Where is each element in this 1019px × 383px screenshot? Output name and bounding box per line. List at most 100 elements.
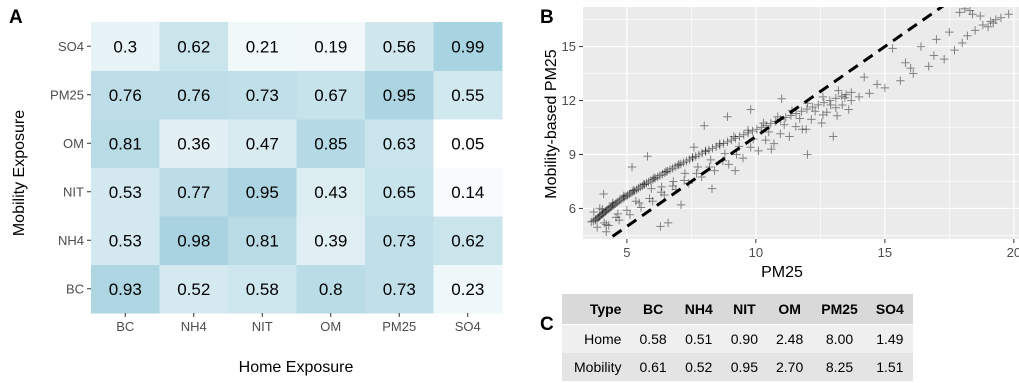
- heatmap-cell-label: 0.67: [314, 86, 347, 105]
- table-header-so4: SO4: [866, 294, 913, 325]
- scatter-point: [814, 100, 823, 110]
- heatmap-cell: [159, 70, 229, 120]
- scatter-point: [761, 135, 770, 145]
- scatter-point: [818, 92, 828, 102]
- table-header-bc: BC: [630, 294, 676, 325]
- table-cell: 8.00: [812, 324, 867, 353]
- scatter-point: [648, 175, 658, 184]
- scatter-point: [685, 155, 694, 164]
- heatmap-cell-label: 0.77: [177, 183, 210, 202]
- scatter-point: [600, 207, 610, 217]
- scatter-point: [591, 215, 600, 225]
- scatter-point: [689, 143, 699, 152]
- scatter-point: [847, 88, 856, 97]
- scatter-point: [950, 45, 959, 55]
- scatter-point: [660, 168, 669, 177]
- heatmap-cell: [365, 22, 434, 71]
- heatmap-cell-label: 0.47: [246, 134, 279, 153]
- table-header-type: Type: [562, 294, 631, 325]
- scatter-point: [888, 44, 897, 53]
- heatmap-cell-label: 0.73: [246, 86, 279, 105]
- scatter-point: [602, 206, 611, 215]
- scatter-point: [679, 158, 688, 167]
- scatter-point: [663, 218, 673, 228]
- heatmap-cell: [296, 216, 366, 265]
- heatmap-y-tick-label: NIT: [63, 184, 84, 199]
- scatter-point: [608, 201, 617, 210]
- scatter-point: [630, 186, 639, 196]
- scatter-point: [661, 167, 671, 176]
- heatmap-cell: [159, 119, 229, 168]
- scatter-point: [708, 144, 717, 153]
- scatter-point: [595, 204, 604, 213]
- scatter-point: [798, 125, 807, 134]
- scatter-point: [625, 189, 634, 199]
- scatter-point: [611, 199, 620, 208]
- scatter-point: [658, 169, 667, 179]
- scatter-point: [767, 144, 776, 154]
- table-cell: Mobility: [562, 353, 631, 381]
- scatter-point: [743, 128, 753, 138]
- heatmap-cell: [91, 119, 160, 168]
- heatmap-cell: [296, 70, 366, 120]
- scatter-point: [965, 7, 975, 15]
- scatter-point: [656, 222, 665, 231]
- scatter-point: [989, 18, 998, 28]
- scatter-point: [924, 62, 933, 71]
- scatter-point: [643, 152, 652, 161]
- heatmap-cell: [91, 70, 160, 120]
- scatter-point: [986, 17, 995, 26]
- scatter-point: [599, 189, 608, 199]
- scatter-point: [810, 107, 820, 116]
- scatter-point: [901, 58, 910, 67]
- table-row: Mobility 0.61 0.52 0.95 2.70 8.25 1.51: [562, 353, 913, 381]
- heatmap-cell: [91, 167, 160, 217]
- scatter-point: [996, 13, 1006, 22]
- scatter-point: [955, 8, 964, 17]
- table-cell: Home: [562, 324, 631, 353]
- scatter-point: [613, 209, 623, 219]
- scatter-point: [854, 92, 864, 102]
- heatmap-cell-label: 0.81: [109, 134, 142, 153]
- scatter-point: [618, 194, 628, 203]
- scatter-point: [634, 184, 643, 193]
- scatter-point: [754, 146, 763, 156]
- heatmap-x-tick-label: BC: [116, 319, 134, 334]
- scatter-point: [896, 76, 905, 85]
- scatter-point: [596, 211, 605, 220]
- heatmap-y-axis-title: Mobility Exposure: [11, 110, 28, 236]
- heatmap-cell: [296, 119, 366, 168]
- heatmap-cell: [296, 167, 366, 217]
- scatter-point: [710, 166, 719, 175]
- heatmap-cell: [159, 167, 229, 217]
- scatter-point: [636, 182, 645, 192]
- scatter-point: [958, 38, 967, 48]
- scatter-point: [598, 205, 607, 214]
- scatter-point: [636, 203, 646, 212]
- heatmap-cell: [159, 216, 229, 265]
- scatter-point: [841, 90, 851, 99]
- scatter-point: [589, 207, 599, 217]
- heatmap-cell-label: 0.63: [383, 134, 416, 153]
- scatter-point: [780, 120, 789, 129]
- scatter-point: [724, 160, 733, 169]
- scatter-point: [603, 205, 613, 214]
- scatter-point: [769, 139, 779, 148]
- table-header-om: OM: [766, 294, 813, 325]
- scatter-point: [628, 187, 637, 197]
- scatter-point: [704, 145, 714, 155]
- scatter-point: [694, 150, 704, 160]
- heatmap-cell-label: 0.21: [246, 37, 279, 56]
- scatter-point: [840, 93, 850, 103]
- scatter-point: [619, 191, 628, 201]
- heatmap-cell: [365, 167, 434, 217]
- scatter-point: [644, 177, 653, 187]
- table-row: Home 0.58 0.51 0.90 2.48 8.00 1.49: [562, 324, 913, 353]
- scatter-point: [746, 105, 755, 114]
- scatter-point: [629, 186, 638, 195]
- panel-letter-b: B: [540, 7, 554, 28]
- table-cell: 0.90: [721, 324, 767, 353]
- heatmap-cell: [228, 264, 297, 314]
- scatter-point: [831, 94, 841, 103]
- scatter-point: [612, 198, 621, 207]
